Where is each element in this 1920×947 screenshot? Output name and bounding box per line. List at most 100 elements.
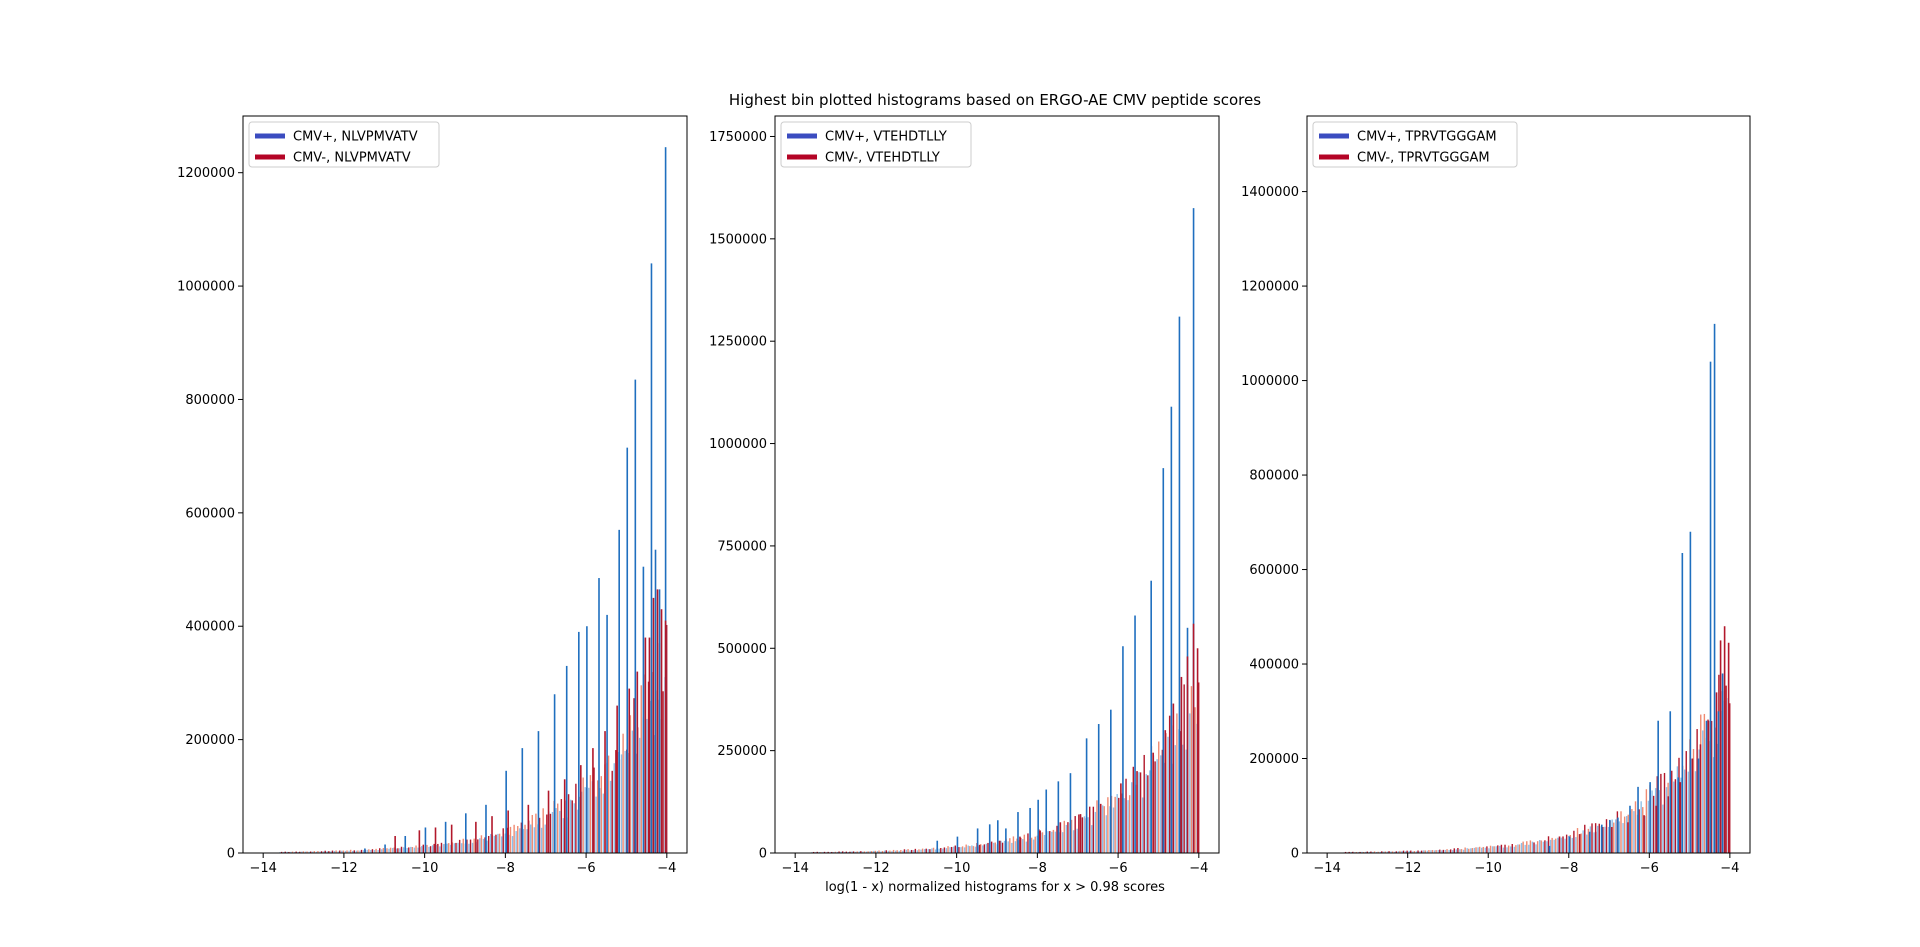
bar-fill-pos xyxy=(646,718,648,853)
bar-fill-neg xyxy=(950,846,953,853)
bar-fill-neg xyxy=(892,849,895,853)
bar-fill-pos xyxy=(1499,845,1501,853)
bar xyxy=(1617,817,1619,853)
bar-fill-pos xyxy=(1160,755,1162,853)
bar-fill-neg xyxy=(437,843,439,853)
bar-fill-pos xyxy=(982,845,984,853)
bar-fill-pos xyxy=(909,850,911,853)
bar-fill-pos xyxy=(301,851,303,853)
bar-fill-neg xyxy=(458,839,461,853)
bar-fill-neg xyxy=(324,850,326,853)
bar-fill-pos xyxy=(399,848,401,853)
bar-fill-neg xyxy=(900,849,902,853)
bar-fill-pos xyxy=(1430,850,1432,853)
bar-fill-pos xyxy=(573,803,575,853)
bar-fill-pos xyxy=(595,796,597,853)
bar xyxy=(537,731,540,853)
bar-fill-neg xyxy=(1168,715,1171,853)
bar xyxy=(642,566,645,853)
bar-fill-neg xyxy=(990,841,993,853)
bar-fill-neg xyxy=(1453,848,1455,853)
bar-fill-pos xyxy=(1412,851,1414,853)
y-tick-label: 500000 xyxy=(717,642,767,657)
bar-fill-pos xyxy=(1368,851,1371,853)
bar xyxy=(618,529,620,853)
bar xyxy=(586,626,588,853)
bar xyxy=(1017,812,1019,853)
bar xyxy=(565,665,568,853)
bar-fill-neg xyxy=(1544,840,1546,853)
bar xyxy=(1172,703,1175,853)
bar-fill-neg xyxy=(1417,850,1419,853)
legend-box xyxy=(780,121,972,168)
bar-fill-neg xyxy=(546,814,548,853)
bar-fill-pos xyxy=(381,849,383,853)
bar-fill-neg xyxy=(1529,840,1532,853)
bar-fill-neg xyxy=(1729,703,1731,853)
x-tick-label: −6 xyxy=(577,861,596,876)
bar-fill-neg xyxy=(972,846,975,853)
bar-fill-neg xyxy=(1139,772,1142,853)
bar-fill-pos xyxy=(1615,819,1617,853)
series-pos xyxy=(936,208,1195,853)
bar-fill-pos xyxy=(974,846,977,853)
bar-fill-pos xyxy=(450,844,452,853)
bar-fill-pos xyxy=(1094,811,1097,853)
y-tick-label: 800000 xyxy=(1249,469,1299,484)
bar xyxy=(1097,724,1100,853)
bar-fill-pos xyxy=(631,730,634,853)
bar-fill-pos xyxy=(526,829,528,853)
bar-fill-neg xyxy=(509,826,512,853)
bar xyxy=(1609,819,1611,853)
bar-fill-neg xyxy=(1348,851,1350,853)
bar-fill-pos xyxy=(953,846,955,853)
figure-xlabel: log(1 - x) normalized histograms for x >… xyxy=(825,880,1165,895)
bar-fill-neg xyxy=(640,685,642,853)
bar-fill-neg xyxy=(1449,849,1452,853)
bar-fill-neg xyxy=(571,800,573,853)
bar-fill-neg xyxy=(622,733,624,853)
bar-fill-neg xyxy=(531,814,533,853)
bar-fill-pos xyxy=(1553,839,1555,853)
bar-fill-neg xyxy=(1070,819,1073,853)
legend-label: CMV+, VTEHDTLLY xyxy=(825,130,947,145)
bar xyxy=(1637,786,1639,853)
bar-fill-pos xyxy=(1557,837,1559,853)
bar-fill-neg xyxy=(411,846,414,853)
bar-fill-neg xyxy=(1613,822,1615,853)
bar xyxy=(1568,836,1571,853)
bar-fill-neg xyxy=(1370,851,1372,853)
bar-fill-pos xyxy=(905,849,908,853)
bar-fill-neg xyxy=(353,850,355,853)
bar-fill-neg xyxy=(980,844,982,853)
bar-fill-neg xyxy=(440,842,443,853)
bar xyxy=(1707,720,1710,853)
bar xyxy=(999,840,1001,853)
bar-fill-neg xyxy=(1562,836,1564,853)
bar-fill-pos xyxy=(544,824,546,853)
bar-fill-pos xyxy=(373,850,376,853)
bar-fill-neg xyxy=(596,780,599,853)
bar-fill-neg xyxy=(1373,851,1376,853)
bar xyxy=(1548,845,1551,853)
series-pos xyxy=(1548,323,1724,853)
bar-fill-pos xyxy=(1087,817,1089,853)
bar-fill-pos xyxy=(1437,850,1439,853)
bar-fill-pos xyxy=(391,847,394,853)
bar xyxy=(1677,777,1680,853)
y-tick-label: 0 xyxy=(759,847,767,862)
bar xyxy=(394,835,396,853)
x-tick-label: −4 xyxy=(1189,861,1208,876)
bar-fill-neg xyxy=(1493,846,1495,853)
bar-fill-neg xyxy=(1710,720,1713,853)
bar-fill-neg xyxy=(291,851,294,853)
bar xyxy=(1136,771,1138,853)
legend-label: CMV-, NLVPMVATV xyxy=(293,151,411,166)
bar-fill-pos xyxy=(315,851,318,853)
bar-fill-pos xyxy=(486,840,488,853)
bar xyxy=(521,748,524,853)
bar-fill-pos xyxy=(1459,849,1461,853)
bar-fill-pos xyxy=(1003,840,1006,853)
bar-fill-pos xyxy=(344,850,347,853)
bar-fill-neg xyxy=(1515,845,1517,853)
